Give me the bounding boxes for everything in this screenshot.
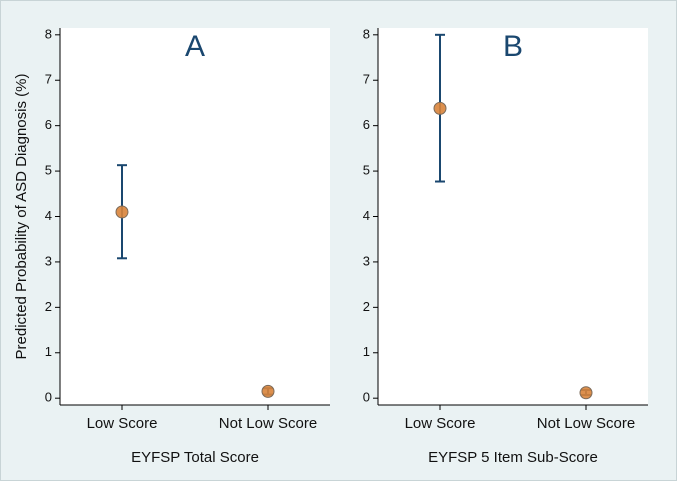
y-tick-label: 7 [363, 72, 370, 87]
point [115, 205, 129, 219]
y-tick-label: 5 [363, 163, 370, 178]
y-tick-label: 2 [45, 299, 52, 314]
y-tick-label: 0 [363, 390, 370, 405]
y-tick-label: 4 [363, 208, 370, 223]
point [579, 386, 593, 400]
plot-area [60, 28, 330, 405]
x-tick-label: Not Low Score [219, 415, 317, 432]
y-tick-label: 5 [45, 163, 52, 178]
x-tick-label: Low Score [405, 415, 476, 432]
y-tick-label: 8 [45, 26, 52, 41]
point [433, 101, 447, 115]
y-tick-label: 1 [363, 344, 370, 359]
y-axis-title: Predicted Probability of ASD Diagnosis (… [13, 74, 30, 360]
y-tick-label: 8 [363, 26, 370, 41]
plot-area [378, 28, 648, 405]
x-tick-label: Not Low Score [537, 415, 635, 432]
y-tick-label: 6 [363, 117, 370, 132]
panel-title: B [503, 30, 523, 63]
y-tick-label: 7 [45, 72, 52, 87]
x-tick-label: Low Score [87, 415, 158, 432]
y-tick-label: 6 [45, 117, 52, 132]
y-tick-label: 3 [45, 253, 52, 268]
y-tick-label: 1 [45, 344, 52, 359]
x-axis-title: EYFSP Total Score [131, 449, 259, 466]
point [261, 384, 275, 398]
y-tick-label: 3 [363, 253, 370, 268]
x-axis-title: EYFSP 5 Item Sub-Score [428, 449, 598, 466]
y-tick-label: 2 [363, 299, 370, 314]
y-tick-label: 0 [45, 390, 52, 405]
panel-title: A [185, 30, 205, 63]
y-tick-label: 4 [45, 208, 52, 223]
